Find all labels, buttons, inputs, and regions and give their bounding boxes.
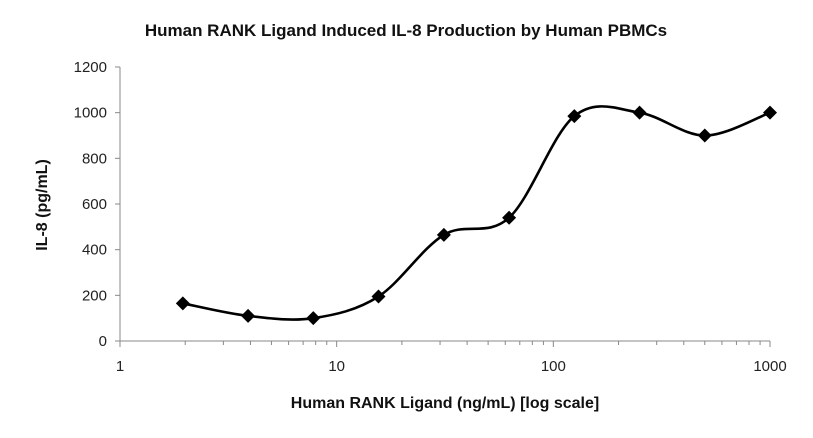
data-point-marker — [763, 105, 777, 120]
data-point-marker — [306, 311, 321, 326]
data-point-marker — [567, 109, 582, 124]
x-tick-label: 10 — [328, 358, 345, 375]
data-point-marker — [241, 308, 256, 323]
data-point-marker — [697, 128, 712, 143]
y-tick-label: 600 — [82, 196, 107, 213]
data-point-marker — [436, 227, 451, 242]
x-tick-label: 1000 — [753, 358, 786, 375]
y-tick-label: 0 — [99, 333, 107, 350]
y-ticks: 0 200 400 600 800 1000 1200 — [74, 59, 120, 350]
data-point-marker — [371, 289, 386, 304]
y-tick-label: 1000 — [74, 105, 107, 122]
series-markers — [175, 105, 777, 326]
x-tick-label: 1 — [116, 358, 124, 375]
series-line — [182, 105, 771, 321]
y-tick-label: 400 — [82, 242, 107, 259]
data-point-marker — [502, 210, 517, 225]
y-tick-label: 200 — [82, 287, 107, 304]
x-tick-label: 100 — [541, 358, 566, 375]
y-axis-label: IL-8 (pg/mL) — [34, 159, 51, 251]
data-point-marker — [175, 296, 190, 311]
y-tick-label: 800 — [82, 150, 107, 167]
chart-title: Human RANK Ligand Induced IL-8 Productio… — [145, 21, 667, 40]
x-axis-label: Human RANK Ligand (ng/mL) [log scale] — [291, 395, 599, 412]
y-tick-label: 1200 — [74, 59, 107, 76]
x-ticks: 1 10 100 1000 — [116, 341, 787, 375]
data-point-marker — [632, 105, 647, 120]
